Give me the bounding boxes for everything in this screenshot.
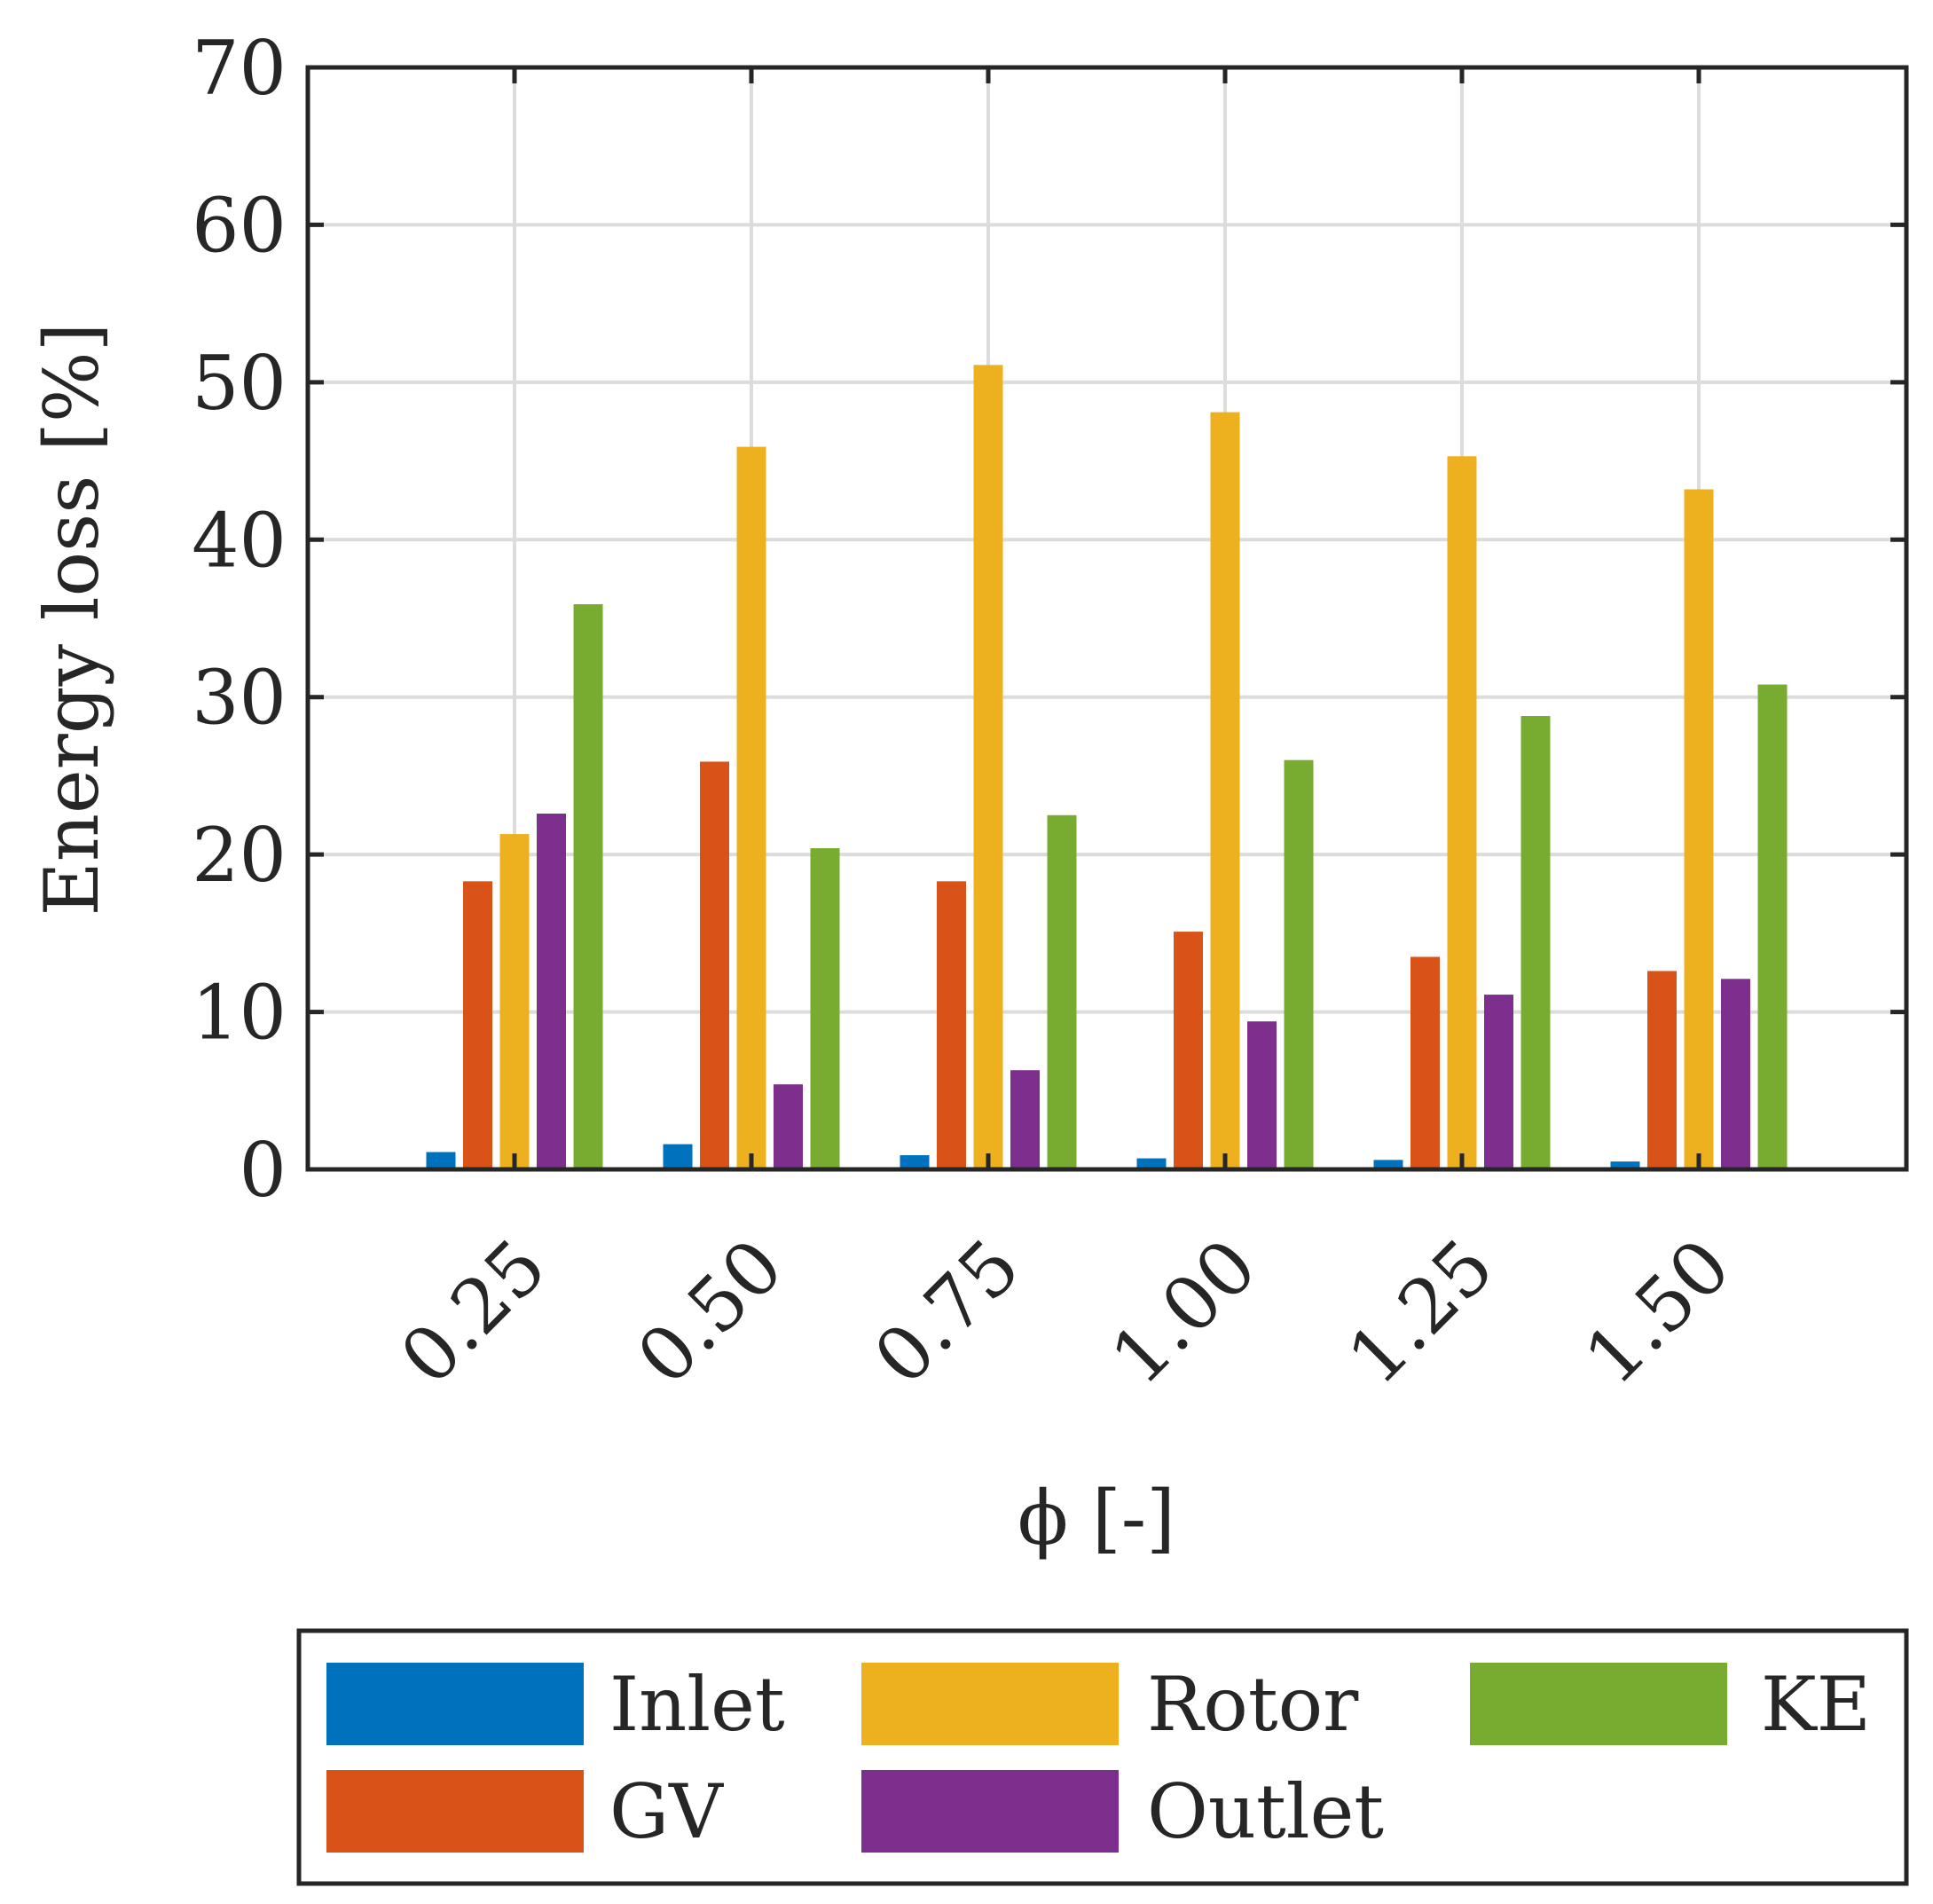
bar-outlet-1.25 [1484,995,1513,1169]
legend-swatch-gv [326,1770,584,1853]
y-tick-label: 0 [240,1127,287,1214]
bar-rotor-1.00 [1210,412,1240,1169]
series-outlet [537,814,1750,1169]
legend-label-outlet: Outlet [1147,1768,1384,1855]
legend-label-inlet: Inlet [609,1661,785,1748]
legend-label-gv: GV [609,1768,724,1855]
x-tick-label: 0.25 [384,1223,563,1402]
bar-inlet-0.75 [900,1155,930,1169]
bar-rotor-0.50 [736,446,766,1169]
bar-series [426,365,1788,1170]
series-inlet [426,1144,1640,1169]
legend-swatch-ke [1470,1663,1727,1745]
bar-inlet-0.25 [426,1152,456,1169]
bar-outlet-1.00 [1247,1021,1277,1169]
y-tick-label: 30 [192,655,287,742]
bar-ke-0.50 [810,848,840,1169]
bar-inlet-1.50 [1610,1161,1640,1169]
bar-gv-0.75 [937,881,966,1169]
bar-ke-1.00 [1284,759,1314,1169]
x-tick-label: 1.25 [1332,1223,1511,1402]
bar-inlet-0.50 [663,1144,693,1169]
bar-rotor-1.50 [1684,489,1714,1169]
y-tick-label: 60 [192,182,287,269]
y-axis-ticks: 0 10 20 30 40 50 60 70 [192,25,1906,1214]
bar-gv-1.00 [1174,932,1203,1169]
bar-outlet-0.75 [1010,1070,1040,1169]
series-rotor [499,365,1714,1170]
y-axis-title: Energy loss [%] [28,323,115,917]
legend-swatch-inlet [326,1663,584,1745]
legend-swatch-outlet [861,1770,1119,1853]
bar-outlet-0.25 [537,814,566,1169]
legend-label-ke: KE [1761,1661,1871,1748]
y-tick-label: 40 [192,497,287,584]
x-tick-label: 0.75 [858,1223,1037,1402]
bar-ke-0.75 [1047,814,1077,1169]
bar-gv-1.50 [1647,971,1677,1169]
bar-ke-0.25 [573,604,603,1169]
bar-inlet-1.25 [1373,1160,1403,1169]
legend-swatch-rotor [861,1663,1119,1745]
legend-label-rotor: Rotor [1147,1661,1359,1748]
bar-outlet-0.50 [774,1084,803,1169]
bar-gv-1.25 [1410,956,1440,1169]
y-tick-label: 20 [192,812,287,899]
y-tick-label: 10 [192,970,287,1057]
bar-ke-1.25 [1520,716,1551,1169]
bar-outlet-1.50 [1721,979,1750,1169]
y-tick-label: 50 [192,340,287,427]
x-tick-label: 1.00 [1095,1223,1274,1402]
bar-inlet-1.00 [1136,1158,1167,1169]
x-tick-label: 1.50 [1568,1223,1748,1402]
bar-ke-1.50 [1757,684,1788,1169]
y-tick-label: 70 [192,25,287,112]
bar-rotor-1.25 [1447,456,1477,1169]
bar-gv-0.50 [700,761,729,1169]
series-ke [573,604,1788,1169]
bar-gv-0.25 [463,881,492,1169]
x-tick-label: 0.50 [621,1223,800,1402]
bar-rotor-0.75 [973,365,1003,1170]
plot-area-frame [305,65,1909,1172]
x-axis-title: ϕ [-] [1018,1475,1175,1562]
bar-rotor-0.25 [499,834,530,1169]
legend: Inlet GV Rotor Outlet KE [296,1628,1909,1886]
series-gv [463,761,1677,1169]
